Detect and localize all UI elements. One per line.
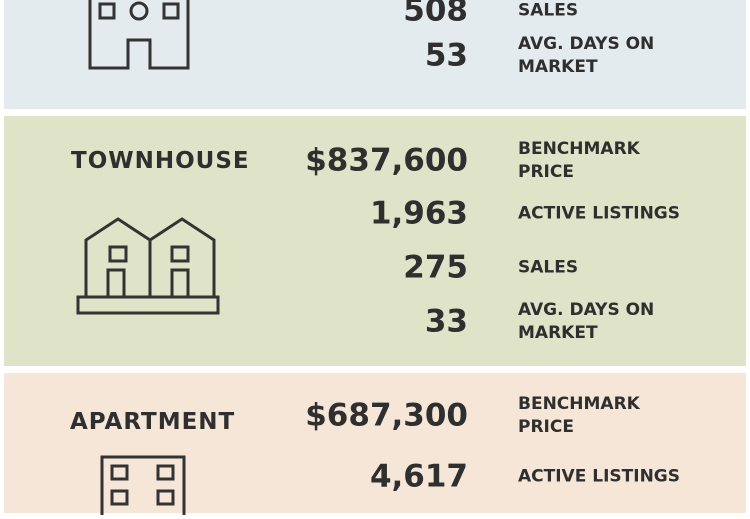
stat-value: 275 [403,249,468,286]
stat-label: AVG. DAYS ON MARKET [518,300,655,343]
stat-row: 275 SALES [4,252,746,283]
house-icon [88,0,190,76]
stat-label: ACTIVE LISTINGS [518,466,680,487]
stat-value: 53 [424,37,468,74]
stat-value: 508 [403,0,468,29]
section-title: APARTMENT [70,409,236,435]
apartment-panel: APARTMENT $687,300 BENCHMARK PRICE 4,617… [4,373,746,515]
stat-row: 1,963 ACTIVE LISTINGS [4,198,746,229]
stat-row: 508 SALES [4,0,746,26]
stat-label: ACTIVE LISTINGS [518,203,680,224]
stat-row: 53 AVG. DAYS ON MARKET [4,34,746,77]
stat-label: AVG. DAYS ON MARKET [518,34,655,77]
stat-row: 4,617 ACTIVE LISTINGS [4,461,746,492]
stat-label: BENCHMARK PRICE [518,139,640,182]
stat-value: 4,617 [369,458,468,495]
stat-value: $687,300 [305,397,468,434]
stat-row: 33 AVG. DAYS ON MARKET [4,300,746,343]
stat-label: SALES [518,0,579,21]
section-title: TOWNHOUSE [71,148,250,174]
stat-value: 1,963 [369,195,468,232]
stat-row: $837,600 BENCHMARK PRICE [4,139,746,182]
stat-value: 33 [424,303,468,340]
apartment-icon [100,455,186,519]
detached-panel: 508 SALES 53 AVG. DAYS ON MARKET [4,0,746,109]
townhouse-panel: TOWNHOUSE $837,600 BENCHMARK PRICE 1,963… [4,116,746,366]
stat-row: $687,300 BENCHMARK PRICE [4,394,746,437]
stat-value: $837,600 [305,142,468,179]
stat-label: BENCHMARK PRICE [518,394,640,437]
stat-label: SALES [518,257,579,278]
townhouse-icon [76,215,220,321]
